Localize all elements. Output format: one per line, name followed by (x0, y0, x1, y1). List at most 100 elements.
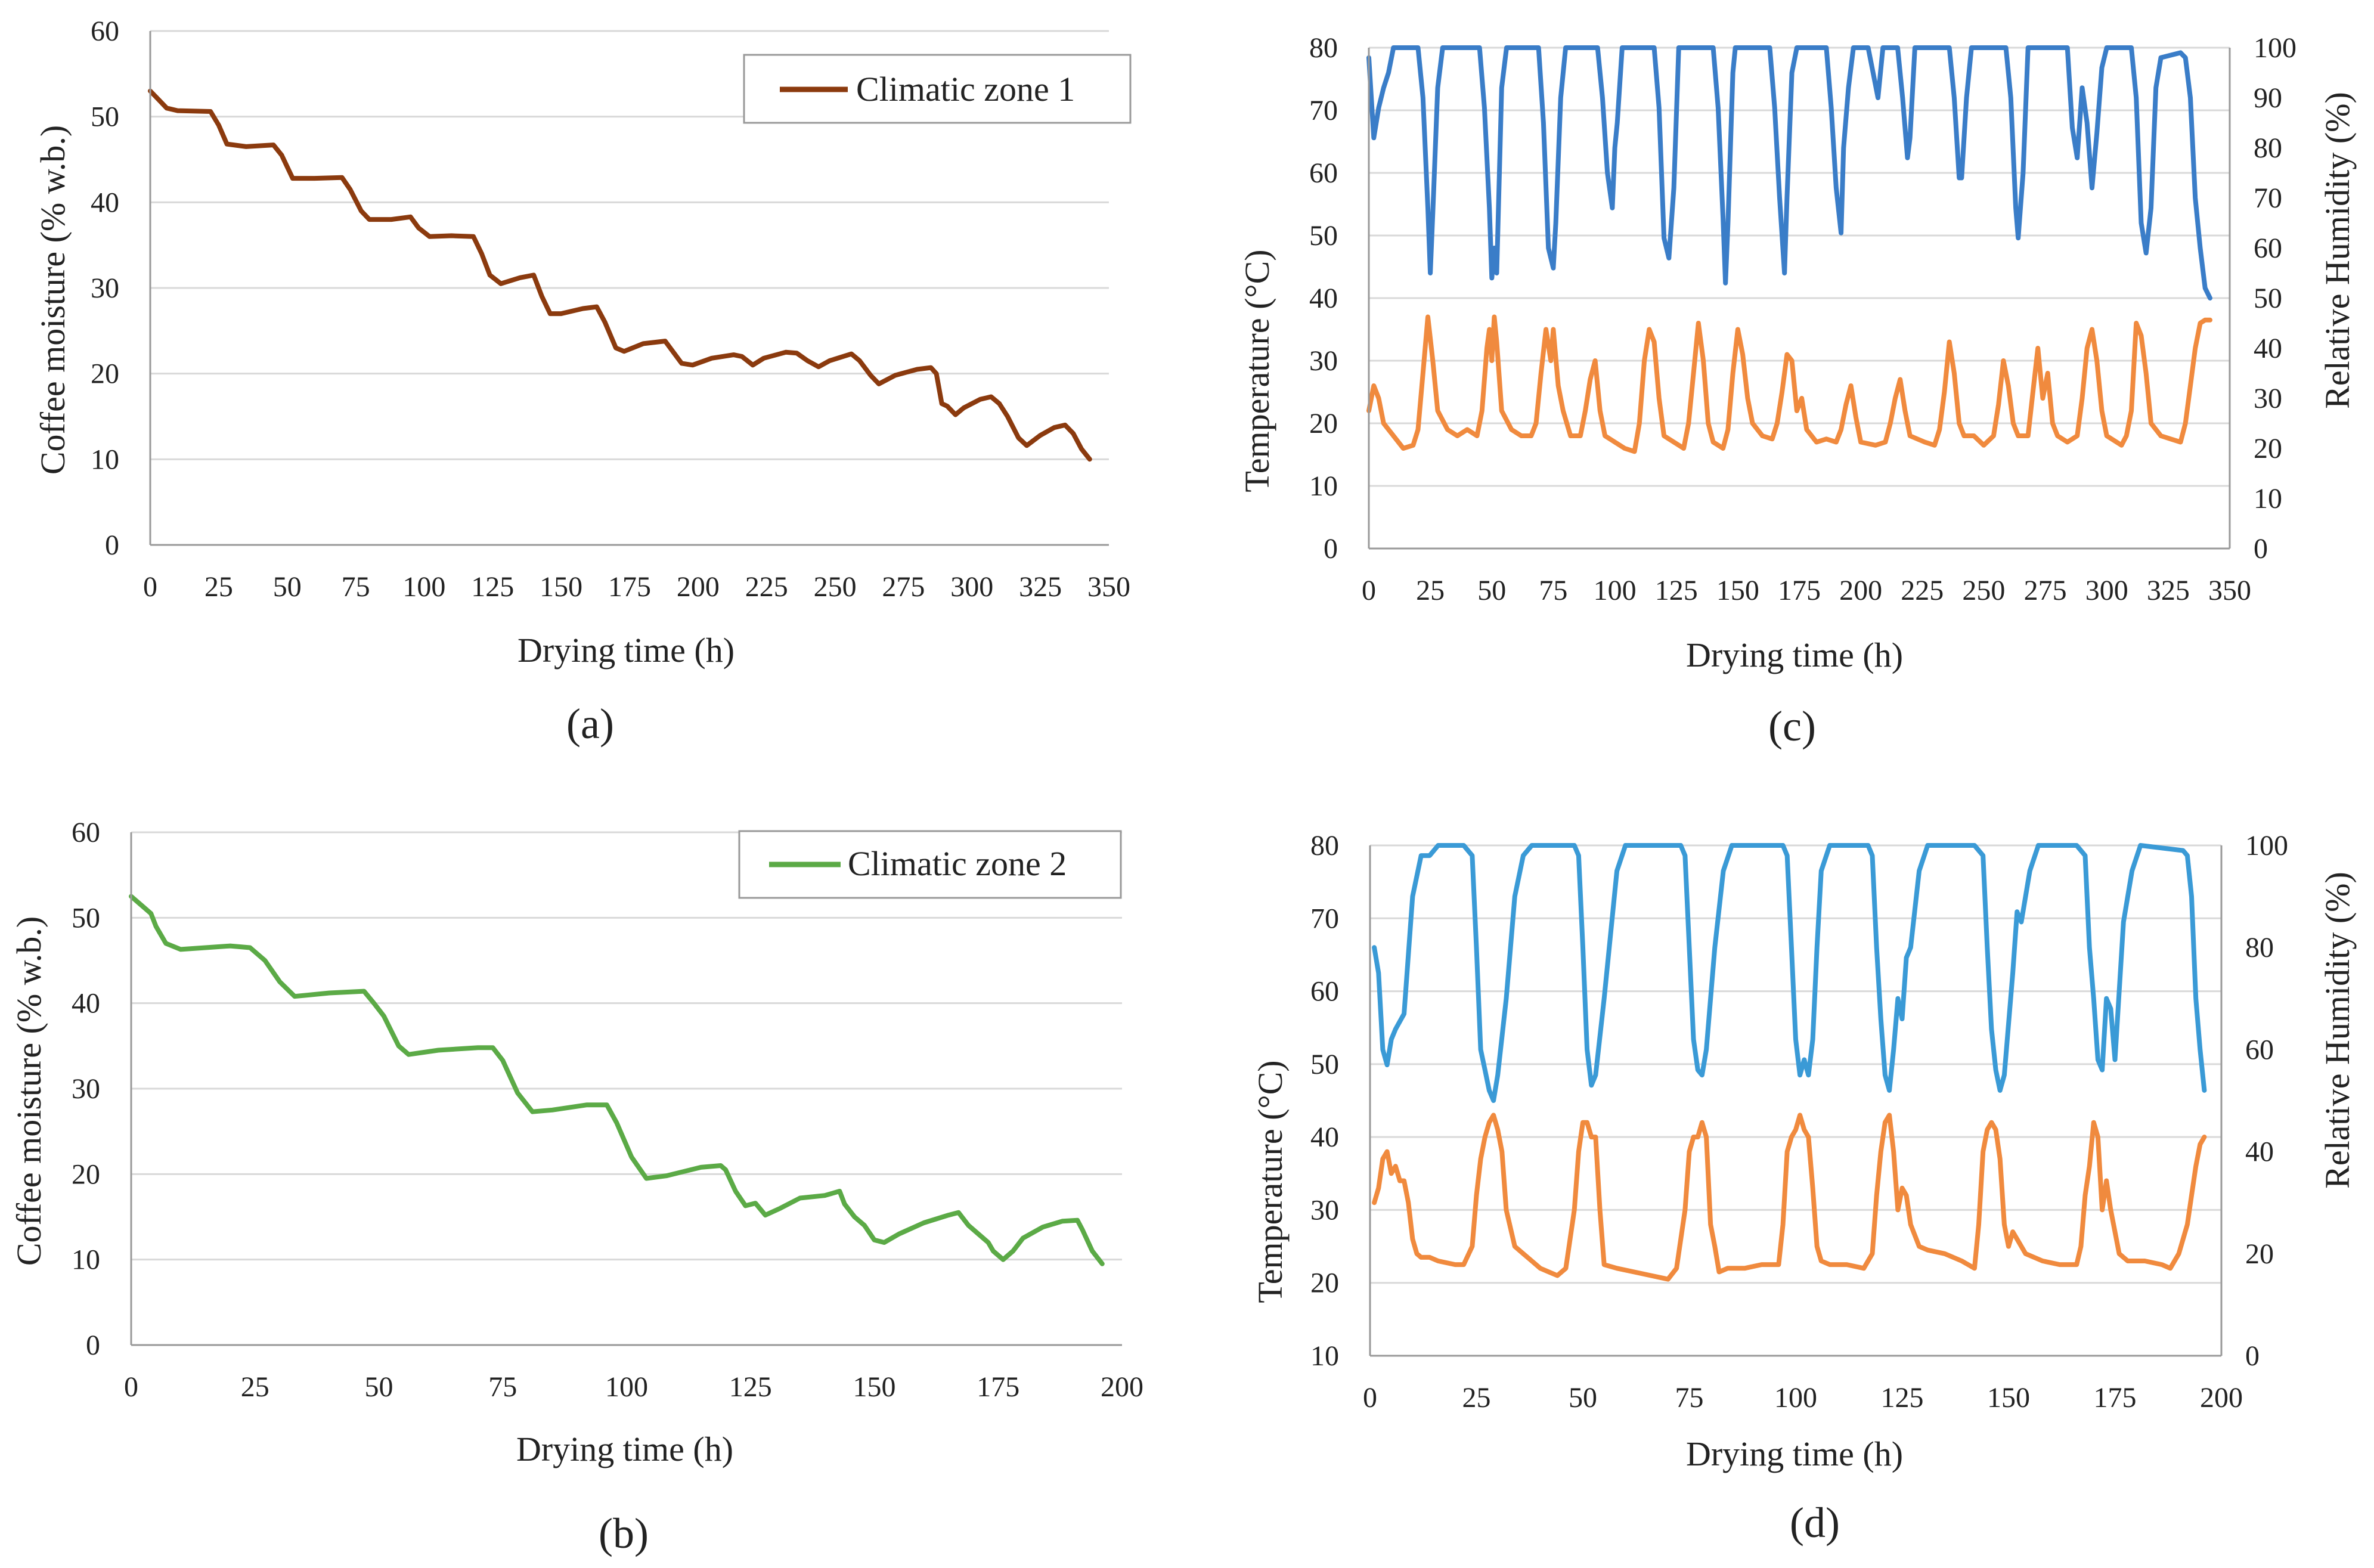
y-tick-label: 40 (72, 988, 100, 1019)
chart-d-ylabel: Temperature (°C) (1251, 1060, 1290, 1303)
y-right-tick-label: 80 (2254, 132, 2282, 164)
y-right-tick-label: 70 (2254, 182, 2282, 214)
chart-d-series (1372, 843, 2207, 1282)
y-tick-label: 60 (72, 817, 100, 848)
y-tick-label: 50 (1309, 220, 1338, 252)
y-tick-label: 40 (91, 187, 119, 218)
x-tick-label: 300 (2085, 575, 2128, 606)
x-tick-label: 75 (1539, 575, 1567, 606)
x-tick-label: 50 (1477, 575, 1506, 606)
x-tick-label: 0 (143, 571, 157, 603)
series-line-moisture (129, 894, 1105, 1266)
x-tick-label: 350 (1087, 571, 1130, 603)
y-tick-label: 60 (1309, 157, 1338, 189)
x-tick-label: 25 (1416, 575, 1445, 606)
y-right-tick-label: 90 (2254, 82, 2282, 114)
chart-d-x-ticks: 0 25 50 75 100 125 150 175 200 (1363, 1382, 2243, 1414)
y-tick-label: 40 (1310, 1121, 1339, 1153)
y-tick-label: 0 (1324, 533, 1338, 565)
y-tick-label: 10 (91, 444, 119, 475)
y-right-tick-label: 100 (2245, 830, 2288, 862)
y-right-tick-label: 40 (2245, 1136, 2274, 1168)
chart-b-ylabel: Coffee moisture (% w.b.) (10, 916, 48, 1266)
y-tick-label: 70 (1309, 95, 1338, 126)
y-tick-label: 0 (86, 1330, 100, 1361)
y-tick-label: 70 (1310, 903, 1339, 934)
series-line-moisture (148, 88, 1092, 462)
y-tick-label: 20 (72, 1158, 100, 1190)
y-tick-label: 10 (72, 1244, 100, 1276)
y-tick-label: 30 (91, 272, 119, 304)
y-tick-label: 50 (91, 101, 119, 133)
chart-d-y-ticks: 10 20 30 40 50 60 70 80 (1310, 830, 1339, 1372)
x-tick-label: 100 (402, 571, 445, 603)
x-tick-label: 0 (1363, 1382, 1377, 1414)
x-tick-label: 125 (729, 1371, 772, 1403)
chart-c-panel-label: (c) (1768, 702, 1816, 750)
x-tick-label: 225 (1901, 575, 1944, 606)
series-line-temperature (1372, 1113, 2207, 1282)
x-tick-label: 150 (540, 571, 582, 603)
x-tick-label: 275 (2024, 575, 2067, 606)
x-tick-label: 0 (1362, 575, 1376, 606)
x-tick-label: 175 (1778, 575, 1821, 606)
y-right-tick-label: 20 (2245, 1238, 2274, 1270)
x-tick-label: 250 (1962, 575, 2005, 606)
series-line-temperature (1366, 314, 2212, 454)
y-tick-label: 50 (1310, 1049, 1339, 1080)
y-right-tick-label: 0 (2254, 533, 2268, 565)
x-tick-label: 300 (950, 571, 993, 603)
chart-a-x-ticks: 0 25 50 75 100 125 150 175 200 225 250 275 300 325 350 (143, 571, 1130, 603)
chart-c-y-right-ticks: 0 10 20 30 40 50 60 70 80 90 100 (2254, 32, 2296, 565)
x-tick-label: 325 (2147, 575, 2190, 606)
chart-b-xlabel: Drying time (h) (516, 1430, 733, 1468)
y-tick-label: 50 (72, 902, 100, 934)
y-tick-label: 20 (1309, 408, 1338, 439)
x-tick-label: 75 (488, 1371, 517, 1403)
x-tick-label: 100 (1774, 1382, 1817, 1414)
y-tick-label: 60 (91, 16, 119, 47)
chart-b-grid (131, 831, 1122, 1261)
x-tick-label: 150 (1716, 575, 1759, 606)
y-right-tick-label: 80 (2245, 932, 2274, 963)
chart-c-xlabel: Drying time (h) (1686, 636, 1903, 674)
chart-d-panel-label: (d) (1790, 1499, 1840, 1547)
y-right-tick-label: 50 (2254, 283, 2282, 314)
y-tick-label: 20 (91, 358, 119, 390)
x-tick-label: 50 (365, 1371, 393, 1403)
x-tick-label: 50 (1569, 1382, 1597, 1414)
chart-a-grid (150, 30, 1109, 460)
chart-d: 10 20 30 40 50 60 70 80 0 20 40 60 80 100 0 25 50 75 100… (1251, 830, 2357, 1547)
y-right-tick-label: 0 (2245, 1340, 2260, 1372)
chart-d-xlabel: Drying time (h) (1686, 1434, 1903, 1473)
x-tick-label: 200 (677, 571, 720, 603)
y-right-tick-label: 60 (2245, 1034, 2274, 1065)
chart-a: 0 10 20 30 40 50 60 0 25 50 75 100 125 150 175 200 225 2… (33, 16, 1132, 748)
x-tick-label: 175 (2094, 1382, 2137, 1414)
x-tick-label: 275 (882, 571, 925, 603)
x-tick-label: 200 (1839, 575, 1882, 606)
chart-d-grid (1370, 844, 2221, 1284)
y-right-tick-label: 40 (2254, 333, 2282, 364)
chart-b-series (129, 894, 1105, 1266)
chart-d-y-right-ticks: 0 20 40 60 80 100 (2245, 830, 2288, 1372)
x-tick-label: 250 (814, 571, 857, 603)
x-tick-label: 25 (204, 571, 233, 603)
x-tick-label: 175 (608, 571, 651, 603)
y-right-tick-label: 100 (2254, 32, 2296, 64)
series-line-humidity (1372, 843, 2207, 1103)
y-right-tick-label: 60 (2254, 233, 2282, 264)
chart-a-y-ticks: 0 10 20 30 40 50 60 (91, 16, 119, 561)
chart-c-series (1366, 45, 2212, 454)
y-tick-label: 20 (1310, 1268, 1339, 1299)
chart-c-ylabel-right: Relative Humidity (%) (2318, 92, 2357, 409)
y-tick-label: 30 (1309, 345, 1338, 377)
chart-a-series (148, 88, 1092, 462)
x-tick-label: 200 (1101, 1371, 1143, 1403)
chart-b-x-ticks: 0 25 50 75 100 125 150 175 200 (124, 1371, 1143, 1403)
x-tick-label: 350 (2208, 575, 2251, 606)
y-right-tick-label: 10 (2254, 483, 2282, 515)
x-tick-label: 125 (1655, 575, 1698, 606)
x-tick-label: 25 (241, 1371, 269, 1403)
